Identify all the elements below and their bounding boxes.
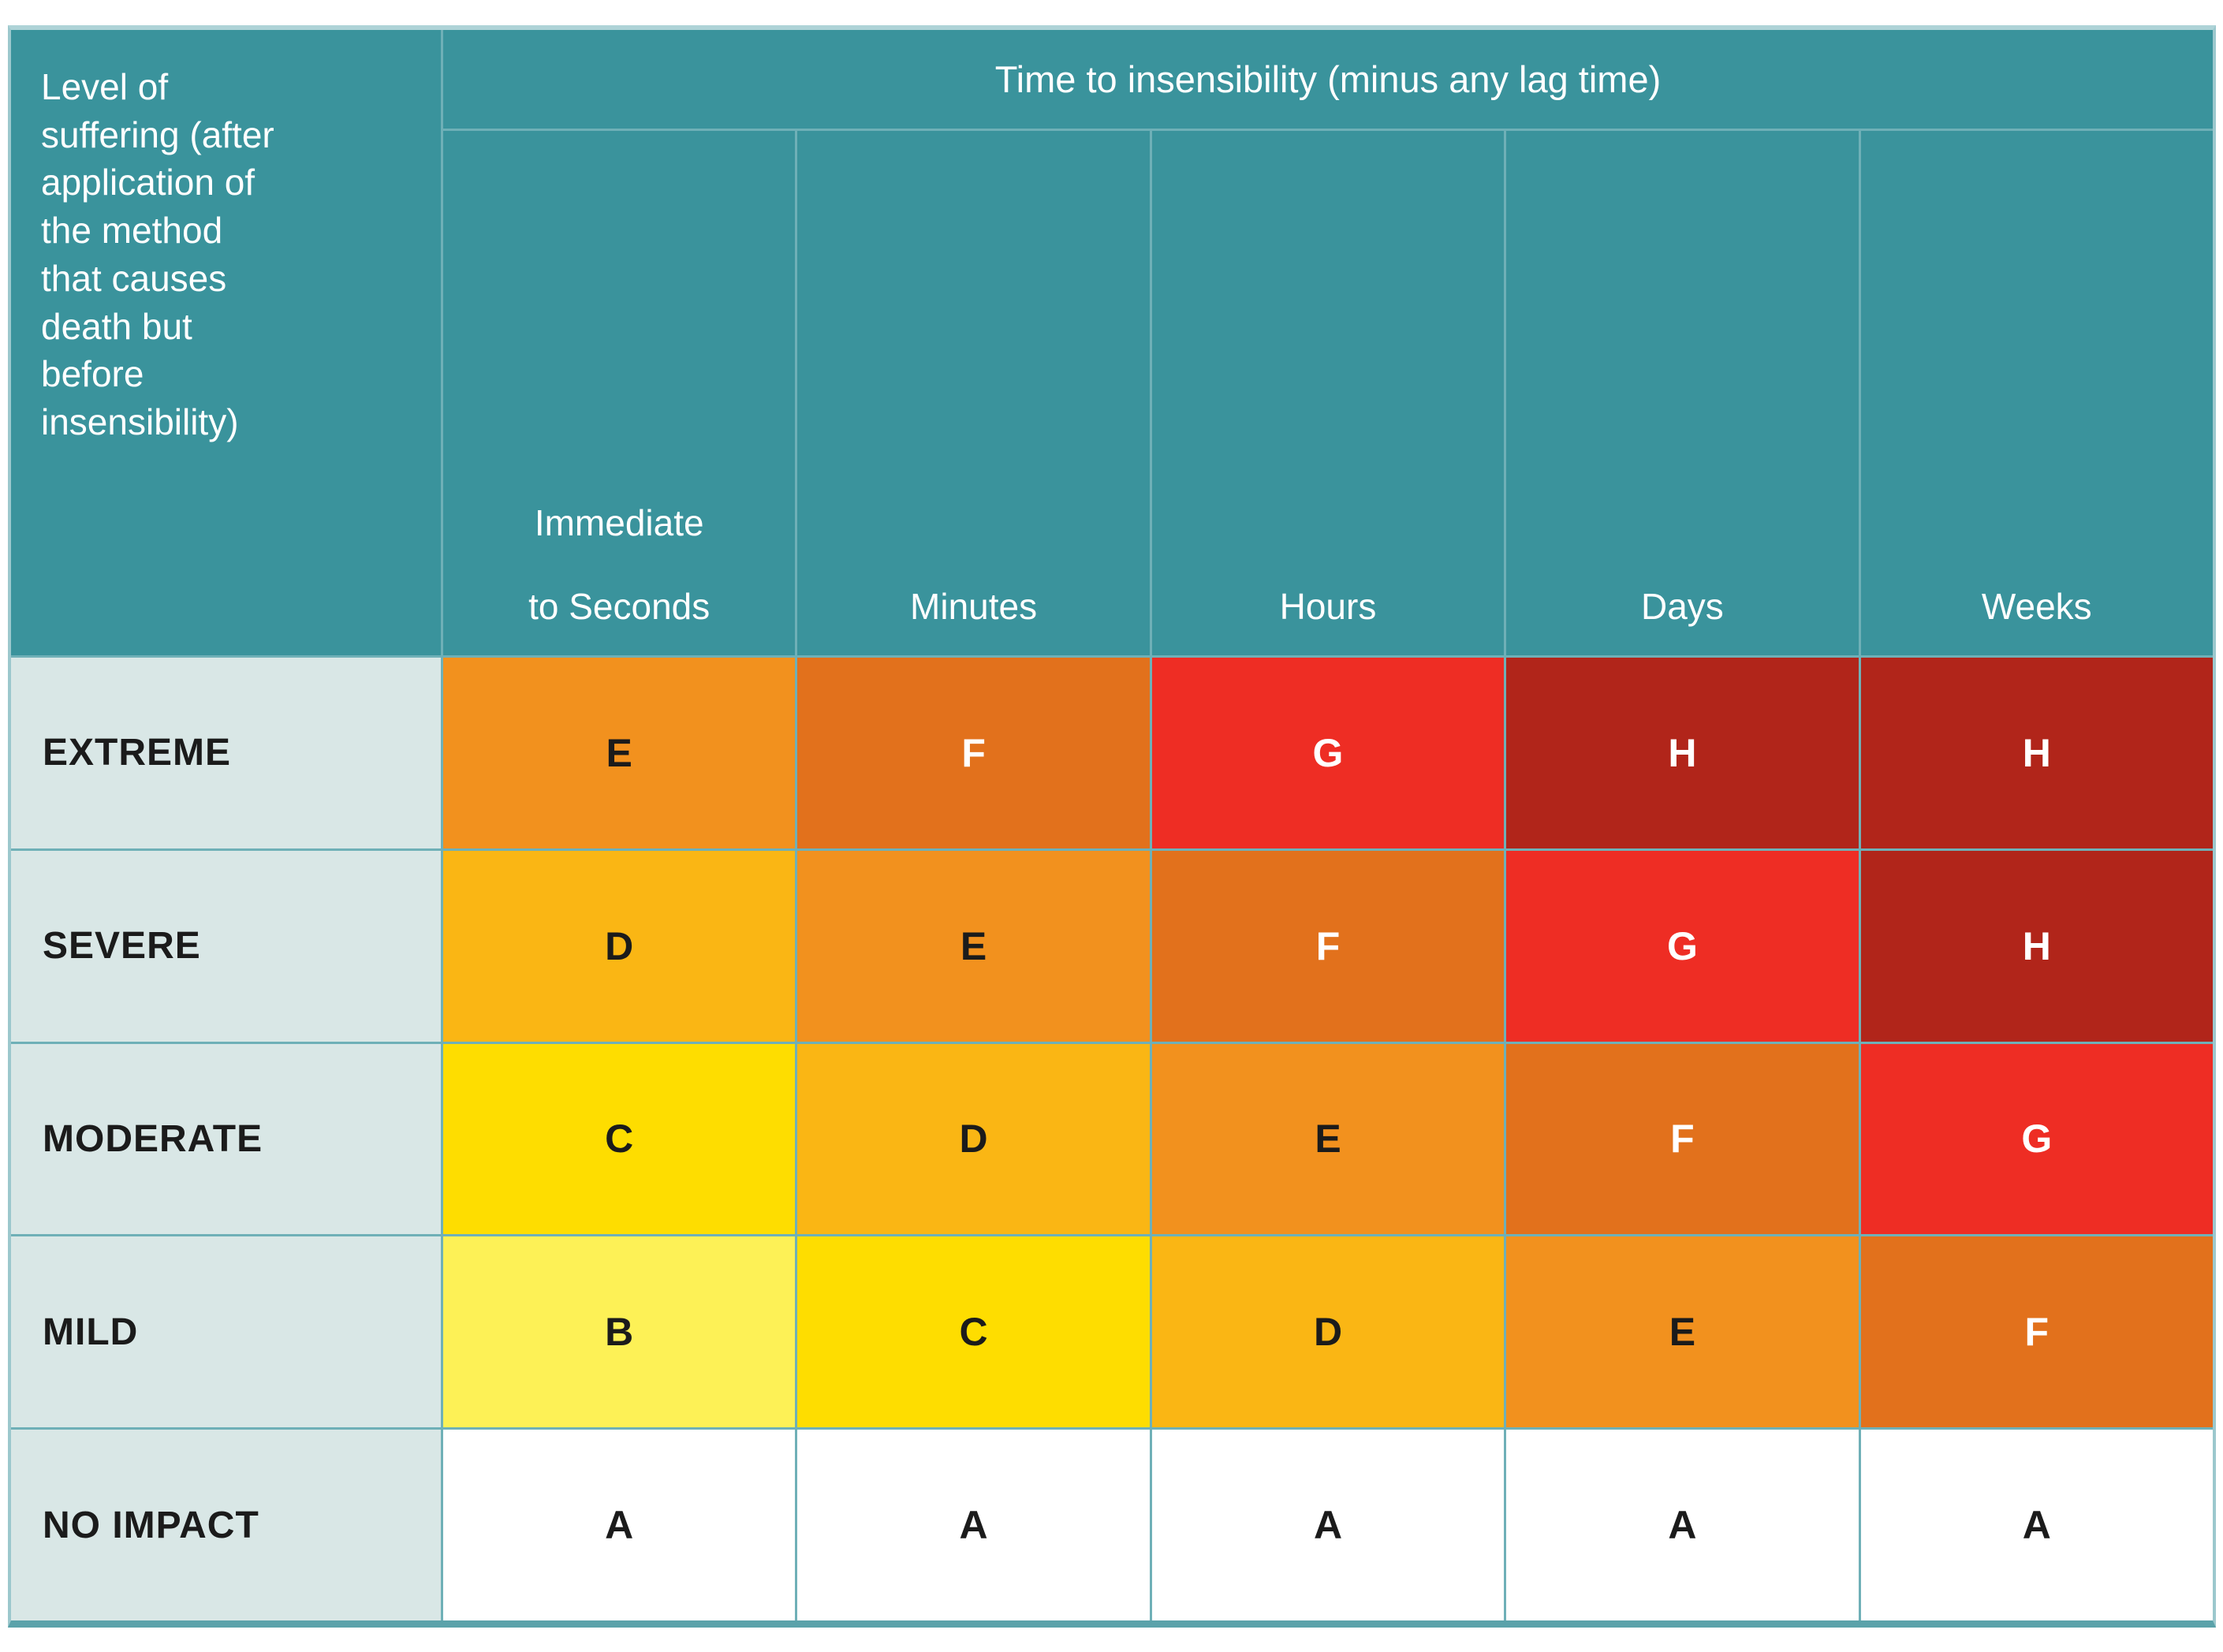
column-group-header-time-to-insensibility: Time to insensibility (minus any lag tim… xyxy=(443,30,2213,129)
matrix-cell-moderate-immediate: C xyxy=(443,1043,796,1235)
matrix-cell-severe-hours: F xyxy=(1151,850,1505,1042)
matrix-cell-moderate-minutes: D xyxy=(797,1043,1150,1235)
matrix-cell-severe-days: G xyxy=(1506,850,1859,1042)
matrix-cell-moderate-weeks: G xyxy=(1860,1043,2213,1235)
matrix-cell-extreme-days: H xyxy=(1506,658,1859,848)
matrix-cell-no-impact-immediate: A xyxy=(443,1430,796,1620)
matrix-cell-extreme-immediate: E xyxy=(443,658,796,848)
column-header-immediate-to-seconds: Immediate to Seconds xyxy=(443,131,796,655)
matrix-cell-mild-minutes: C xyxy=(797,1236,1150,1428)
matrix-cell-mild-immediate: B xyxy=(443,1236,796,1428)
matrix-cell-moderate-hours: E xyxy=(1151,1043,1505,1235)
column-header-days: Days xyxy=(1506,131,1859,655)
suffering-vs-time-matrix: Level of suffering (after application of… xyxy=(8,25,2216,1628)
row-label-no-impact: NO IMPACT xyxy=(11,1430,441,1620)
column-header-minutes: Minutes xyxy=(797,131,1150,655)
row-label-severe: SEVERE xyxy=(11,850,441,1042)
matrix-cell-extreme-hours: G xyxy=(1151,658,1505,848)
matrix-cell-no-impact-weeks: A xyxy=(1860,1430,2213,1620)
matrix-cell-extreme-minutes: F xyxy=(797,658,1150,848)
matrix-cell-moderate-days: F xyxy=(1506,1043,1859,1235)
corner-header-level-of-suffering: Level of suffering (after application of… xyxy=(11,30,441,655)
column-header-weeks: Weeks xyxy=(1860,131,2213,655)
matrix-cell-mild-weeks: F xyxy=(1860,1236,2213,1428)
row-label-extreme: EXTREME xyxy=(11,658,441,848)
row-label-mild: MILD xyxy=(11,1236,441,1428)
matrix-cell-mild-days: E xyxy=(1506,1236,1859,1428)
matrix-cell-mild-hours: D xyxy=(1151,1236,1505,1428)
row-label-moderate: MODERATE xyxy=(11,1043,441,1235)
matrix-cell-no-impact-days: A xyxy=(1506,1430,1859,1620)
column-header-hours: Hours xyxy=(1151,131,1505,655)
matrix-cell-no-impact-minutes: A xyxy=(797,1430,1150,1620)
matrix-cell-extreme-weeks: H xyxy=(1860,658,2213,848)
matrix-cell-severe-immediate: D xyxy=(443,850,796,1042)
matrix-cell-severe-minutes: E xyxy=(797,850,1150,1042)
matrix-cell-severe-weeks: H xyxy=(1860,850,2213,1042)
matrix-cell-no-impact-hours: A xyxy=(1151,1430,1505,1620)
